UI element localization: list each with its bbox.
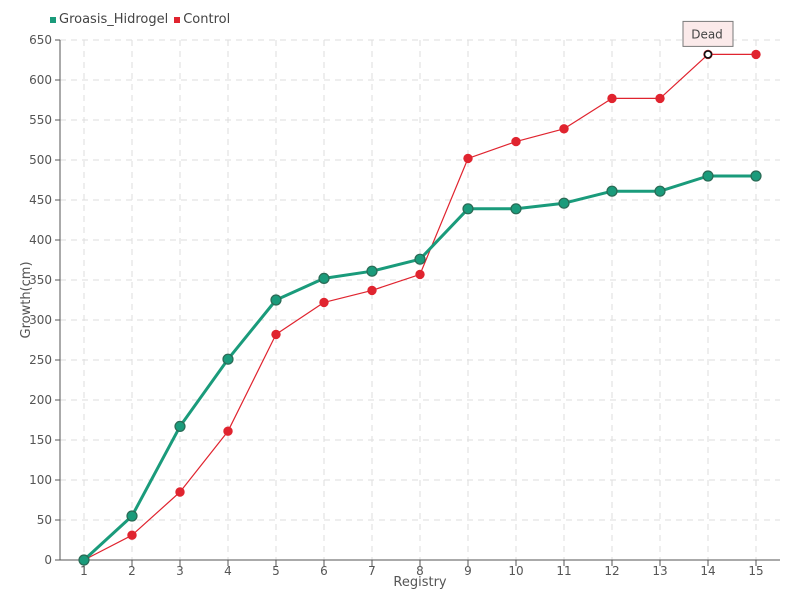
y-tick-label: 500 (29, 153, 52, 167)
data-point-groasis-hidrogel (558, 197, 570, 209)
legend-item-groasis[interactable]: Groasis_Hidrogel (50, 12, 168, 27)
x-tick-label: 13 (652, 564, 667, 578)
data-point-control (223, 426, 233, 436)
data-point-groasis-hidrogel (750, 170, 762, 182)
x-tick-label: 1 (80, 564, 88, 578)
data-point-groasis-hidrogel (126, 510, 138, 522)
y-tick-label: 150 (29, 433, 52, 447)
data-point-groasis-hidrogel (462, 203, 474, 215)
annotation-marker (703, 50, 713, 59)
x-tick-label: 2 (128, 564, 136, 578)
data-point-control (319, 297, 329, 308)
y-tick-label: 50 (37, 513, 52, 527)
data-point-control (415, 269, 425, 280)
x-tick-label: 11 (556, 564, 571, 578)
y-tick-label: 350 (29, 273, 52, 287)
data-point-groasis-hidrogel (78, 554, 90, 566)
y-tick-label: 200 (29, 393, 52, 407)
x-tick-label: 7 (368, 564, 376, 578)
y-axis-title: Growth(cm) (19, 261, 34, 338)
x-tick-label: 14 (700, 564, 715, 578)
y-tick-label: 550 (29, 113, 52, 127)
annotation-label: Dead (691, 27, 723, 41)
y-tick-label: 100 (29, 473, 52, 487)
data-point-control (559, 124, 569, 134)
data-point-groasis-hidrogel (366, 265, 378, 277)
legend-label-groasis: Groasis_Hidrogel (59, 12, 169, 27)
data-point-groasis-hidrogel (654, 185, 666, 197)
x-tick-label: 4 (224, 564, 232, 578)
x-tick-label: 12 (604, 564, 619, 578)
data-point-groasis-hidrogel (318, 272, 330, 284)
data-point-groasis-hidrogel (702, 170, 714, 182)
data-point-control (607, 93, 617, 104)
data-point-control (751, 49, 761, 60)
x-axis-title: Registry (393, 575, 447, 590)
y-tick-label: 650 (29, 33, 52, 47)
data-point-groasis-hidrogel (414, 253, 426, 265)
y-tick-label: 600 (29, 73, 52, 87)
y-tick-label: 250 (29, 353, 52, 367)
y-tick-label: 450 (29, 193, 52, 207)
x-tick-label: 9 (464, 564, 472, 578)
legend-swatch-control (174, 16, 181, 23)
grid-lines (60, 39, 780, 560)
data-point-control (463, 153, 473, 164)
data-point-control (271, 329, 281, 340)
legend-label-control: Control (183, 12, 231, 27)
data-point-control (655, 93, 665, 104)
y-tick-label: 400 (29, 233, 52, 247)
legend: Groasis_Hidrogel Control (50, 12, 236, 27)
series-layer (78, 49, 762, 566)
data-point-groasis-hidrogel (270, 294, 282, 306)
data-point-control (511, 136, 521, 147)
data-point-groasis-hidrogel (606, 185, 618, 197)
x-axis-ticks: 1 2 3 4 5 6 7 8 9 10 11 12 13 14 15 (80, 560, 764, 578)
x-tick-label: 15 (748, 564, 763, 578)
x-tick-label: 8 (416, 564, 424, 578)
x-tick-label: 6 (320, 564, 328, 578)
tooltip-annotation: Dead (682, 20, 734, 59)
data-point-control (367, 285, 377, 296)
legend-item-control[interactable]: Control (174, 12, 230, 27)
x-tick-label: 5 (272, 564, 280, 578)
data-point-groasis-hidrogel (174, 420, 186, 432)
data-point-control (175, 487, 185, 497)
data-point-groasis-hidrogel (510, 203, 522, 215)
data-point-control (127, 530, 137, 540)
annotation-box (682, 20, 734, 47)
x-tick-label: 10 (508, 564, 523, 578)
x-tick-label: 3 (176, 564, 184, 578)
data-point-groasis-hidrogel (222, 353, 234, 365)
y-axis-ticks: 0 50 100 150 200 250 300 350 400 450 500 550 600 650 (29, 33, 60, 567)
legend-swatch-groasis (50, 16, 56, 23)
y-tick-label: 0 (44, 553, 52, 567)
y-tick-label: 300 (29, 313, 52, 327)
